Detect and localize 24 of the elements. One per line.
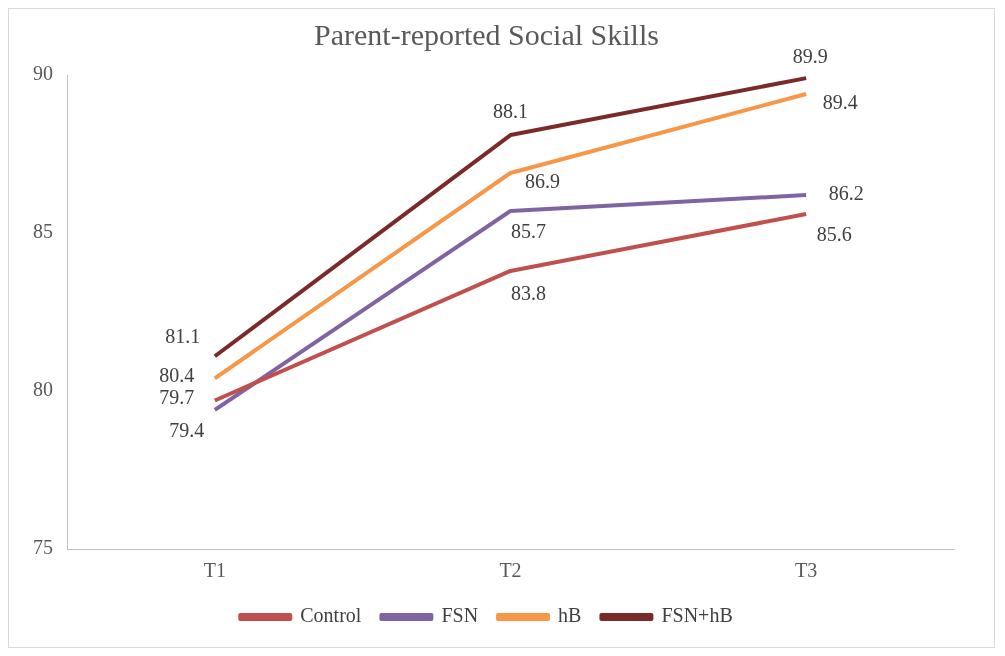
data-label: 88.1: [493, 100, 528, 123]
data-label: 81.1: [165, 325, 201, 348]
chart-title: Parent-reported Social Skills: [314, 17, 659, 51]
data-label: 79.7: [159, 385, 195, 408]
x-tick-label: T3: [795, 559, 818, 582]
y-tick-label: 75: [33, 536, 53, 559]
data-label: 85.6: [816, 223, 852, 246]
legend-label: hB: [558, 604, 582, 627]
x-tick-label: T2: [499, 559, 522, 582]
data-label: 86.9: [525, 170, 560, 193]
y-tick-label: 80: [33, 378, 53, 401]
legend-label: FSN: [441, 604, 479, 627]
y-tick-label: 85: [33, 220, 53, 243]
legend-label: FSN+hB: [661, 604, 733, 627]
y-tick-label: 90: [33, 62, 53, 85]
data-label: 86.2: [828, 182, 864, 205]
legend-label: Control: [300, 604, 362, 627]
data-label: 79.4: [169, 419, 205, 442]
data-label: 83.8: [511, 282, 546, 305]
x-tick-label: T1: [203, 559, 226, 582]
data-label: 89.4: [822, 91, 858, 114]
data-label: 89.9: [792, 45, 828, 68]
data-label: 80.4: [159, 363, 195, 386]
data-label: 85.7: [511, 220, 546, 243]
